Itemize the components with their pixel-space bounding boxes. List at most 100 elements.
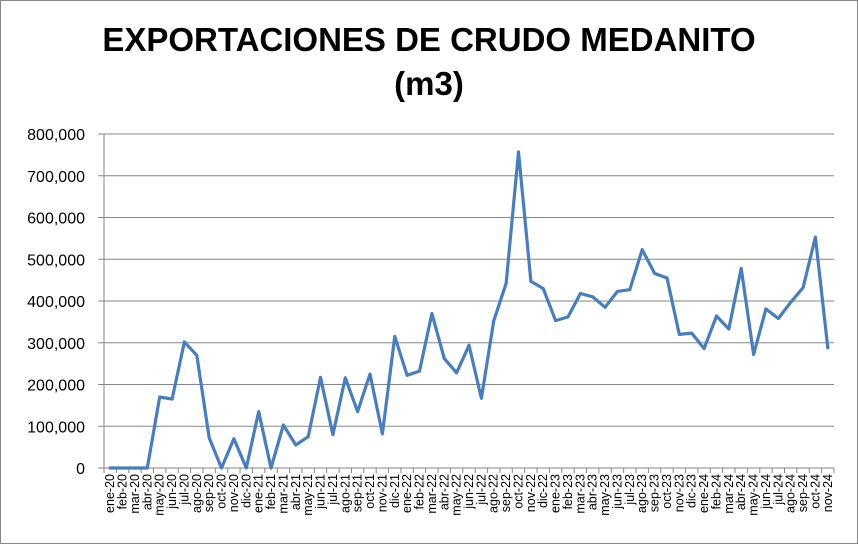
x-tick-label: oct-23 [660,474,674,509]
data-point [492,319,496,323]
x-tick-label: nov-24 [821,474,835,512]
y-tick-label: 300,000 [27,336,85,353]
data-point [603,305,607,309]
series-group [108,150,830,470]
data-point [356,410,360,414]
data-point [640,248,644,252]
data-point [479,396,483,400]
data-point [170,397,174,401]
data-point [739,267,743,270]
data-point [133,466,137,470]
x-tick-label: mar-21 [276,474,290,514]
x-tick-label: may-23 [598,474,612,516]
x-tick-label: ago-23 [635,474,649,513]
gridlines [104,133,834,427]
x-tick-label: ene-20 [103,474,117,513]
x-tick-label: mar-20 [128,474,142,514]
y-tick-label: 700,000 [27,169,85,186]
data-point [529,279,533,283]
x-tick-label: oct-20 [215,474,229,509]
x-tick-label: sep-22 [499,474,513,512]
x-tick-label: mar-24 [722,474,736,514]
x-tick-label: sep-20 [202,474,216,512]
x-tick-label: jun-24 [759,474,773,510]
x-tick-label: mar-22 [425,474,439,514]
x-tick-label: jun-20 [165,474,179,510]
y-tick-label: 400,000 [27,294,85,311]
data-point [207,436,211,440]
x-tick-label: jul-22 [474,474,488,506]
data-point [319,376,322,379]
x-axis-tick-labels: ene-20feb-20mar-20abr-20may-20jun-20jul-… [103,468,835,516]
x-tick-label: abr-22 [437,474,451,510]
data-point [789,300,793,304]
data-point [677,333,681,336]
x-tick-label: may-20 [153,474,167,516]
x-tick-label: nov-22 [524,474,538,512]
data-point [591,295,595,299]
data-point [578,292,582,295]
data-point [343,376,347,380]
data-point [442,357,446,361]
data-point [183,340,186,344]
data-point [393,335,397,338]
y-tick-label: 0 [76,461,85,478]
x-tick-label: ago-20 [190,474,204,513]
x-tick-label: jun-23 [610,474,624,510]
data-point [418,369,421,373]
x-tick-label: ene-24 [697,474,711,513]
x-tick-label: may-22 [450,474,464,516]
data-point [752,353,755,356]
y-tick-label: 800,000 [27,127,85,144]
data-point [269,466,273,470]
data-point [380,432,384,436]
data-point [244,466,248,470]
x-tick-label: oct-21 [363,474,377,509]
chart-title-line1: EXPORTACIONES DE CRUDO MEDANITO [102,21,756,58]
data-point [121,466,124,470]
x-tick-label: jul-20 [177,474,191,506]
x-tick-label: ene-22 [400,474,414,513]
x-tick-label: may-24 [747,474,761,516]
data-point [814,235,817,239]
data-point [554,319,558,323]
x-tick-label: ago-22 [487,474,501,513]
data-point [715,314,718,318]
x-tick-label: jul-21 [326,474,340,506]
data-point [467,343,471,347]
x-tick-label: sep-24 [796,474,810,512]
data-point [702,347,706,350]
data-point [368,372,372,376]
data-point [430,312,434,315]
data-point [257,410,261,414]
x-tick-label: abr-24 [734,474,748,510]
data-point [195,353,199,357]
y-tick-label: 200,000 [27,378,85,395]
x-tick-label: jul-23 [623,474,637,506]
data-point [232,437,236,441]
x-tick-label: nov-23 [672,474,686,512]
x-tick-label: feb-20 [116,474,130,509]
data-point [306,435,310,439]
y-tick-label: 600,000 [27,211,85,228]
axes [103,134,834,469]
data-point [504,282,508,285]
x-tick-label: feb-24 [709,474,723,509]
data-point [455,371,459,375]
data-point [727,327,731,331]
data-point [517,150,520,154]
series-line [108,150,830,470]
data-point [158,395,162,399]
data-point [653,272,656,275]
x-tick-label: feb-22 [413,474,427,509]
data-point [294,443,298,447]
data-point [541,287,545,290]
x-tick-label: dic-23 [685,474,699,508]
y-axis-tick-labels: 0 100,000 200,000 300,000 400,000 500,000 600,… [27,127,104,478]
data-point [690,331,694,335]
x-tick-label: nov-21 [375,474,389,512]
x-tick-label: sep-23 [648,474,662,512]
y-tick-label: 100,000 [27,419,85,436]
x-tick-label: feb-21 [264,474,278,509]
